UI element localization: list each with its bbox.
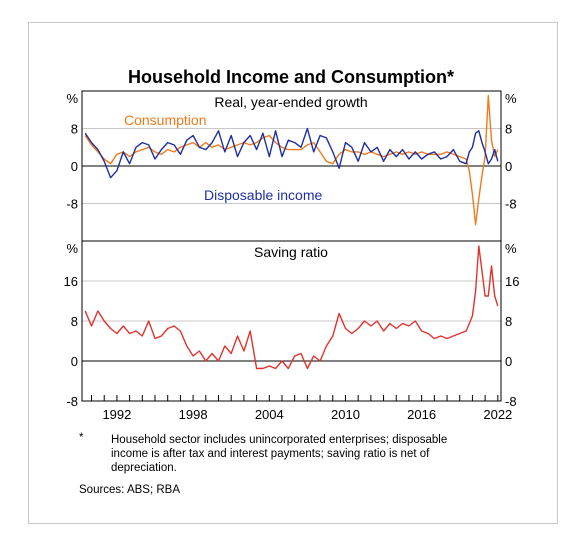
saving-ytick-left-3: 16 <box>64 274 78 289</box>
footnote-line-2: income is after tax and interest payment… <box>111 448 430 460</box>
growth-ytick-right-2: 8 <box>505 122 512 137</box>
xtick-label-4: 2016 <box>407 407 436 422</box>
saving-panel-title: Saving ratio <box>254 244 328 260</box>
saving-ytick-left-0: -8 <box>66 394 78 409</box>
footnote-line-3: depreciation. <box>111 462 177 474</box>
plot-border <box>81 90 502 402</box>
saving-series-0-line <box>84 245 499 370</box>
growth-panel-title: Real, year-ended growth <box>214 94 367 110</box>
saving-ytick-left-1: 0 <box>71 354 78 369</box>
growth-ytick-left-2: 8 <box>71 122 78 137</box>
xtick-label-5: 2022 <box>483 407 512 422</box>
saving-ytick-right-1: 0 <box>505 354 512 369</box>
saving-ytick-left-2: 8 <box>71 314 78 329</box>
saving-ytick-right-0: -8 <box>505 394 517 409</box>
footnote-line-1: Household sector includes unincorporated… <box>111 434 448 446</box>
xtick-label-1: 1998 <box>179 407 208 422</box>
footnote-mark: * <box>79 432 84 444</box>
saving-ytick-right-2: 8 <box>505 314 512 329</box>
xtick-label-3: 2010 <box>331 407 360 422</box>
chart-title: Household Income and Consumption* <box>128 67 454 87</box>
growth-unit-right: % <box>505 91 517 106</box>
saving-unit-left: % <box>66 241 78 256</box>
growth-ytick-right-0: -8 <box>505 197 517 212</box>
growth-series-1-line <box>84 127 499 179</box>
sources: Sources: ABS; RBA <box>79 484 180 496</box>
xtick-label-2: 2004 <box>255 407 284 422</box>
chart-frame: Household Income and Consumption* -8 -8 0 0 8… <box>28 22 558 524</box>
chart-svg: Household Income and Consumption* -8 -8 0 0 8… <box>64 67 520 422</box>
xtick-label-0: 1992 <box>102 407 131 422</box>
growth-ytick-right-1: 0 <box>505 159 512 174</box>
saving-ytick-right-3: 16 <box>505 274 519 289</box>
saving-unit-right: % <box>505 241 517 256</box>
legend-consumption: Consumption <box>124 112 207 128</box>
legend-disposable-income: Disposable income <box>204 187 322 203</box>
growth-ytick-left-0: -8 <box>66 197 78 212</box>
growth-ytick-left-1: 0 <box>71 159 78 174</box>
growth-unit-left: % <box>66 91 78 106</box>
